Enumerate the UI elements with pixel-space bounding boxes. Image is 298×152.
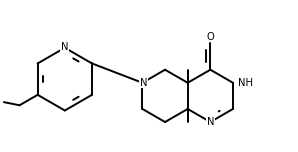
Text: N: N [140,78,147,88]
Text: O: O [207,32,214,42]
Text: NH: NH [238,78,253,88]
Text: N: N [61,42,69,52]
Text: N: N [207,117,214,127]
